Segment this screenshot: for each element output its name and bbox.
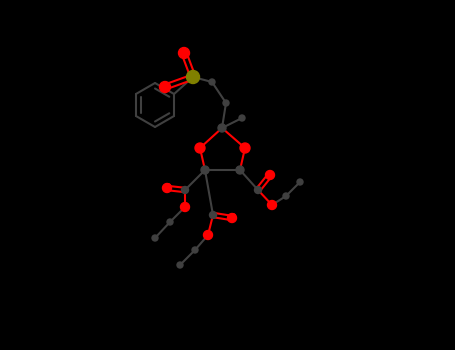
Text: O: O xyxy=(196,144,204,153)
Circle shape xyxy=(254,187,262,194)
Text: O: O xyxy=(180,48,188,58)
Text: O: O xyxy=(204,231,212,239)
Circle shape xyxy=(240,143,250,153)
Circle shape xyxy=(228,214,237,223)
Text: O: O xyxy=(268,201,276,210)
Circle shape xyxy=(162,183,172,192)
Text: O: O xyxy=(241,144,249,153)
Text: S: S xyxy=(189,72,197,82)
Circle shape xyxy=(223,100,229,106)
Text: O: O xyxy=(161,82,169,92)
Circle shape xyxy=(236,166,244,174)
Circle shape xyxy=(218,124,226,132)
Text: O: O xyxy=(181,203,189,211)
Circle shape xyxy=(187,70,199,84)
Circle shape xyxy=(297,179,303,185)
Circle shape xyxy=(268,201,277,210)
Circle shape xyxy=(266,170,274,180)
Circle shape xyxy=(239,115,245,121)
Circle shape xyxy=(201,166,209,174)
Circle shape xyxy=(152,235,158,241)
Circle shape xyxy=(195,143,205,153)
Circle shape xyxy=(283,193,289,199)
Circle shape xyxy=(192,247,198,253)
Circle shape xyxy=(209,79,215,85)
Circle shape xyxy=(177,262,183,268)
Circle shape xyxy=(167,219,173,225)
Circle shape xyxy=(178,48,189,58)
Text: O: O xyxy=(163,183,171,192)
Circle shape xyxy=(181,203,189,211)
Circle shape xyxy=(160,82,171,92)
Text: O: O xyxy=(228,214,236,223)
Circle shape xyxy=(209,211,217,218)
Text: O: O xyxy=(266,170,274,180)
Circle shape xyxy=(203,231,212,239)
Circle shape xyxy=(182,187,188,194)
